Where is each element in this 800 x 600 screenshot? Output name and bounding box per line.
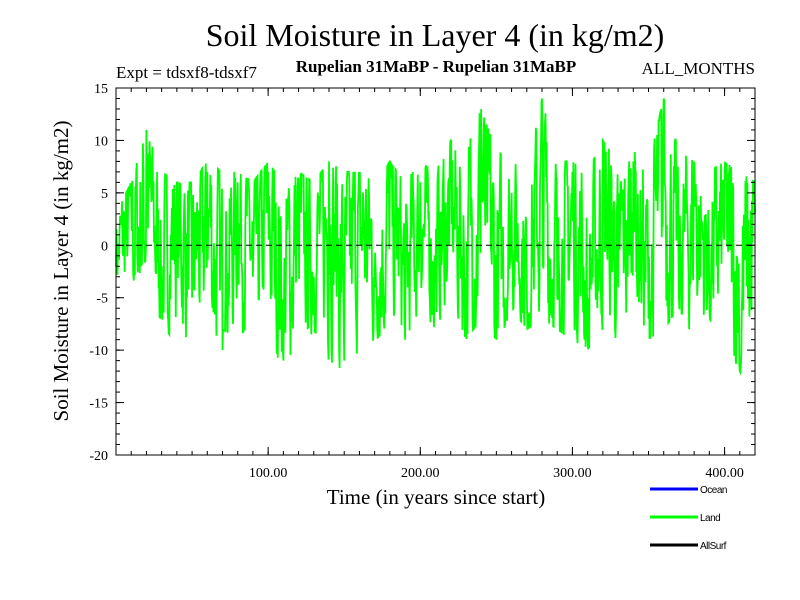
x-tick-label: 200.00 [401,466,440,481]
y-tick-label: 5 [101,187,108,202]
y-tick-label: 10 [94,134,108,149]
axes-ticks: -20 -15 -10 -5 0 5 10 15 100.00 200.00 300.00 400.0… [89,82,755,481]
legend-label-ocean: Ocean [700,485,727,496]
legend: Ocean Land AllSurf [650,485,727,552]
x-tick-label: 400.00 [705,466,744,481]
y-tick-label: -15 [89,397,108,412]
legend-label-allsurf: AllSurf [700,541,727,552]
y-tick-label: -20 [89,449,108,464]
x-tick-label: 100.00 [249,466,288,481]
x-tick-label: 300.00 [553,466,592,481]
legend-label-land: Land [700,513,720,524]
chart-title: Soil Moisture in Layer 4 (in kg/m2) [206,17,665,53]
months-label: ALL_MONTHS [642,59,755,78]
y-tick-label: -10 [89,344,108,359]
x-axis-label: Time (in years since start) [327,485,546,509]
experiment-label: Expt = tdsxf8-tdsxf7 [116,63,257,82]
y-tick-label: -5 [96,292,108,307]
period-label: Rupelian 31MaBP - Rupelian 31MaBP [296,57,577,76]
plot-series [115,98,756,376]
series-line-land [115,98,756,376]
y-tick-label: 15 [94,82,108,97]
y-tick-label: 0 [101,239,108,254]
y-axis-label: Soil Moisture in Layer 4 (in kg/m2) [49,121,73,422]
